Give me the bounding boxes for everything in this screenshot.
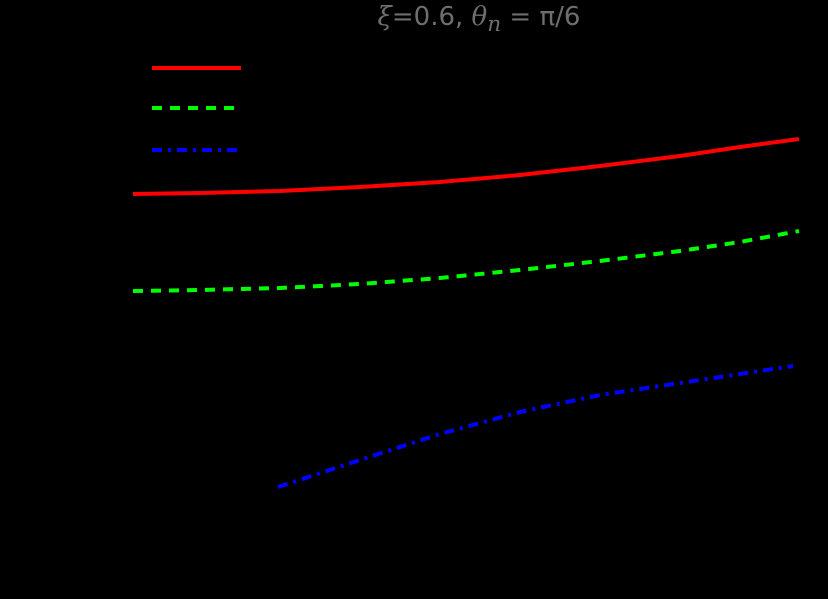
series-line-0	[132, 137, 800, 196]
title-xi: ξ	[377, 2, 392, 32]
title-theta: θ	[471, 2, 488, 32]
series-line-2	[277, 364, 794, 489]
legend	[152, 66, 241, 152]
title-xi-value: =0.6,	[391, 2, 472, 32]
series-line-1	[132, 229, 800, 293]
title-rest: = π/6	[501, 2, 581, 32]
chart-title: ξ=0.6, θn = π/6	[0, 2, 828, 37]
title-subscript: n	[487, 12, 502, 38]
series-layer	[132, 137, 800, 489]
